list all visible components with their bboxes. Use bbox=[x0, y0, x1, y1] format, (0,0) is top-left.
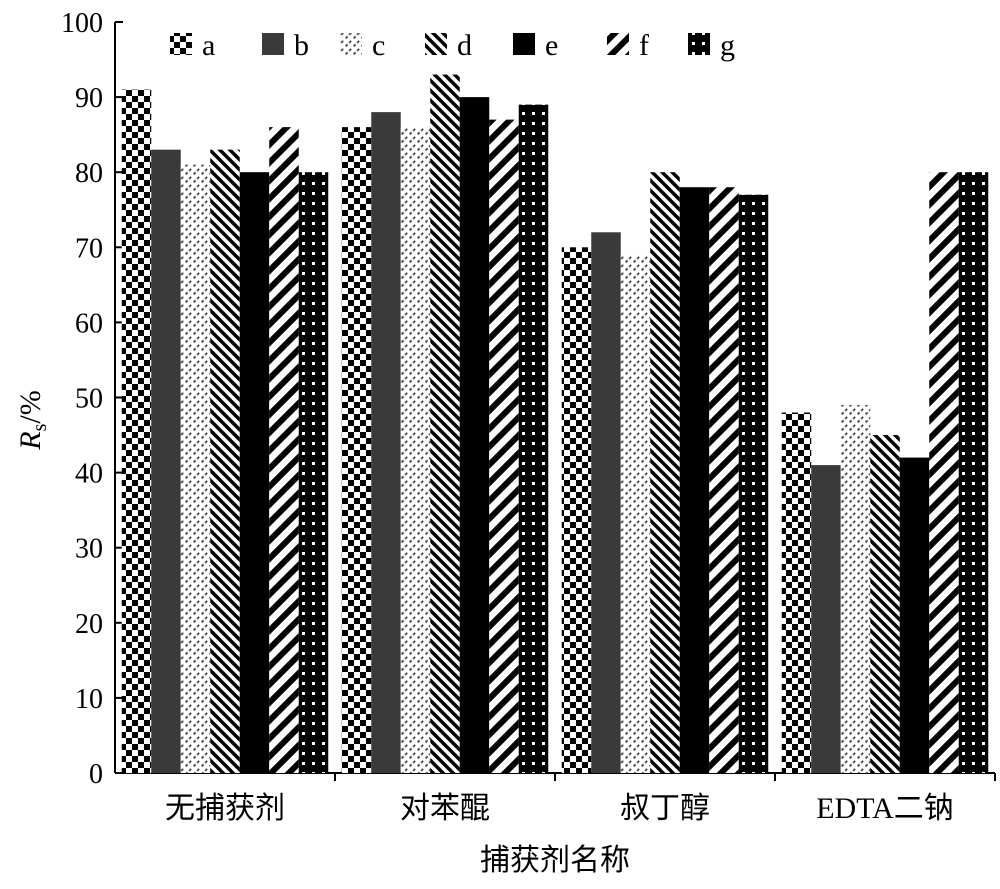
legend-label-b: b bbox=[294, 29, 309, 62]
bar-a-0 bbox=[121, 89, 152, 774]
bar-e-0 bbox=[239, 172, 270, 773]
y-tick-label: 60 bbox=[75, 308, 103, 339]
bar-c-0 bbox=[180, 164, 211, 773]
y-axis-label-suffix: /% bbox=[14, 390, 47, 423]
bar-d-2 bbox=[650, 172, 680, 773]
legend-label-d: d bbox=[457, 29, 472, 62]
bar-c-3 bbox=[840, 405, 871, 773]
y-axis-label: Rs/% bbox=[14, 390, 51, 450]
bar-a-1 bbox=[341, 127, 372, 773]
legend-label-f: f bbox=[639, 29, 649, 62]
bar-b-1 bbox=[371, 112, 401, 774]
legend-label-g: g bbox=[720, 29, 735, 62]
y-tick-label: 80 bbox=[75, 158, 103, 189]
y-tick-label: 10 bbox=[75, 684, 103, 715]
x-tick-label: EDTA二钠 bbox=[816, 792, 954, 825]
y-tick-label: 70 bbox=[75, 233, 103, 264]
bar-g-2 bbox=[738, 194, 769, 774]
legend-swatch-g bbox=[688, 33, 710, 55]
bar-f-0 bbox=[269, 127, 299, 773]
x-tick-label: 对苯醌 bbox=[400, 792, 490, 825]
y-tick-label: 0 bbox=[89, 759, 103, 790]
y-tick-label: 20 bbox=[75, 609, 103, 640]
y-axis-label-main: R bbox=[14, 431, 47, 450]
legend-swatch-c bbox=[340, 33, 362, 55]
x-axis-label: 捕获剂名称 bbox=[480, 844, 630, 877]
y-tick-label: 90 bbox=[75, 83, 103, 114]
bar-e-2 bbox=[679, 187, 710, 774]
legend-label-e: e bbox=[545, 29, 558, 62]
y-tick-label: 40 bbox=[75, 459, 103, 490]
bar-g-1 bbox=[518, 104, 549, 774]
bar-b-0 bbox=[151, 149, 181, 774]
x-tick-label: 叔丁醇 bbox=[620, 792, 710, 825]
axes: 0 10 20 30 40 50 60 70 80 90 100 无捕获剂 对苯醌 叔丁醇 EDTA二钠 bbox=[61, 8, 996, 825]
legend-label-a: a bbox=[202, 29, 215, 62]
bar-f-1 bbox=[489, 119, 519, 773]
bar-c-2 bbox=[620, 254, 651, 773]
y-axis-label-sub: s bbox=[29, 423, 51, 431]
legend-swatch-f bbox=[607, 33, 629, 55]
bar-b-2 bbox=[591, 232, 621, 773]
legend-swatch-a bbox=[170, 33, 192, 55]
bar-a-3 bbox=[781, 412, 812, 773]
y-tick-label: 30 bbox=[75, 534, 103, 565]
legend-swatch-d bbox=[425, 33, 447, 55]
bar-b-3 bbox=[811, 465, 841, 773]
bar-g-3 bbox=[958, 172, 989, 773]
legend-swatch-e bbox=[513, 33, 535, 55]
bar-d-1 bbox=[430, 74, 460, 773]
bar-f-3 bbox=[929, 172, 959, 773]
bars bbox=[121, 74, 989, 774]
bar-e-3 bbox=[899, 457, 930, 773]
bar-c-1 bbox=[400, 127, 431, 773]
x-tick-label: 无捕获剂 bbox=[165, 792, 285, 825]
bar-f-2 bbox=[709, 187, 739, 774]
bar-g-0 bbox=[298, 172, 329, 773]
y-tick-label: 100 bbox=[61, 8, 103, 39]
legend-swatch-b bbox=[262, 33, 284, 55]
legend: a b c d e f g bbox=[170, 29, 735, 62]
y-tick-label: 50 bbox=[75, 384, 103, 415]
bar-d-0 bbox=[210, 149, 240, 774]
bar-a-2 bbox=[561, 247, 592, 774]
bar-e-1 bbox=[459, 97, 490, 774]
legend-label-c: c bbox=[372, 29, 385, 62]
bar-d-3 bbox=[870, 435, 900, 773]
